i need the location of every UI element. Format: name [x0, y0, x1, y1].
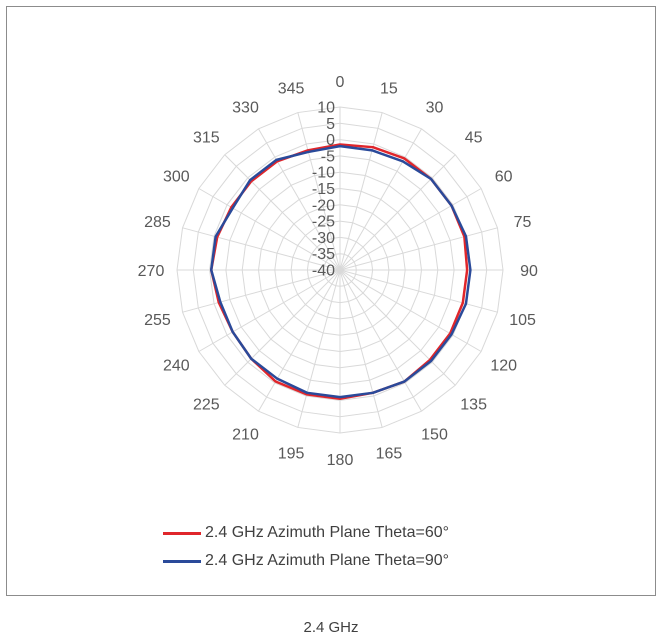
grid-spoke-75 [339, 227, 498, 271]
angle-label-195: 195 [278, 446, 305, 463]
angle-label-105: 105 [509, 312, 536, 329]
grid-spoke-315 [224, 154, 341, 271]
r-tick-label: -25 [312, 214, 335, 231]
angle-label-150: 150 [421, 427, 448, 444]
series-line-2 [209, 144, 472, 399]
grid-spoke-30 [339, 128, 422, 271]
angle-label-180: 180 [327, 452, 354, 469]
angle-label-120: 120 [490, 358, 517, 375]
legend-item-series-2: 2.4 GHz Azimuth Plane Theta=90° [163, 547, 449, 575]
grid-spoke-15 [339, 112, 383, 271]
angle-label-210: 210 [232, 427, 259, 444]
angle-label-30: 30 [426, 99, 444, 116]
legend-item-series-1: 2.4 GHz Azimuth Plane Theta=60° [163, 519, 449, 547]
grid-spoke-330 [258, 128, 341, 271]
angle-label-285: 285 [144, 214, 171, 231]
angle-label-240: 240 [163, 358, 190, 375]
legend-label-series-2: 2.4 GHz Azimuth Plane Theta=90° [205, 552, 450, 569]
r-tick-label: 10 [317, 100, 335, 117]
grid-spoke-285 [182, 227, 341, 271]
grid-spoke-255 [182, 269, 341, 313]
angle-label-0: 0 [336, 74, 345, 91]
grid-spoke-195 [297, 269, 341, 428]
radar-grid [176, 106, 504, 434]
r-tick-label: -30 [312, 230, 335, 247]
grid-spoke-135 [339, 269, 456, 386]
legend: 2.4 GHz Azimuth Plane Theta=60° 2.4 GHz … [163, 519, 449, 575]
angle-label-165: 165 [376, 446, 403, 463]
angle-label-315: 315 [193, 129, 220, 146]
legend-swatch-series-2 [163, 559, 201, 563]
grid-spoke-45 [339, 154, 456, 271]
grid-spoke-150 [339, 269, 422, 412]
grid-spoke-300 [198, 188, 341, 271]
chart-area: 10 5 0 -5 -10 -15 -20 -25 -30 -35 -40 0 15 30 45 60 75 90… [6, 6, 656, 596]
r-tick-label: 5 [326, 116, 335, 133]
grid-spoke-240 [198, 269, 341, 352]
angle-label-45: 45 [465, 129, 483, 146]
angle-label-300: 300 [163, 169, 190, 186]
grid-spoke-345 [297, 112, 341, 271]
r-tick-label: -40 [312, 263, 335, 280]
grid-spoke-225 [224, 269, 341, 386]
angle-label-60: 60 [495, 169, 513, 186]
r-tick-label: -20 [312, 197, 335, 214]
angle-label-75: 75 [514, 214, 532, 231]
grid-spoke-210 [258, 269, 341, 412]
angle-label-15: 15 [380, 80, 398, 97]
angle-label-135: 135 [460, 397, 487, 414]
grid-spoke-165 [339, 269, 383, 428]
angle-label-270: 270 [138, 263, 165, 280]
grid-spoke-60 [339, 188, 482, 271]
r-tick-label: -15 [312, 181, 335, 198]
r-tick-label: 0 [326, 132, 335, 149]
grid-spoke-105 [339, 269, 498, 313]
angle-label-225: 225 [193, 397, 220, 414]
r-tick-label: -10 [312, 165, 335, 182]
angle-label-345: 345 [278, 80, 305, 97]
angle-label-90: 90 [520, 263, 538, 280]
grid-spoke-120 [339, 269, 482, 352]
r-tick-label: -35 [312, 246, 335, 263]
legend-label-series-1: 2.4 GHz Azimuth Plane Theta=60° [205, 524, 450, 541]
chart-caption: 2.4 GHz [303, 619, 359, 636]
legend-swatch-series-1 [163, 531, 201, 535]
angle-label-330: 330 [232, 99, 259, 116]
r-tick-label: -5 [321, 148, 335, 165]
angle-label-255: 255 [144, 312, 171, 329]
